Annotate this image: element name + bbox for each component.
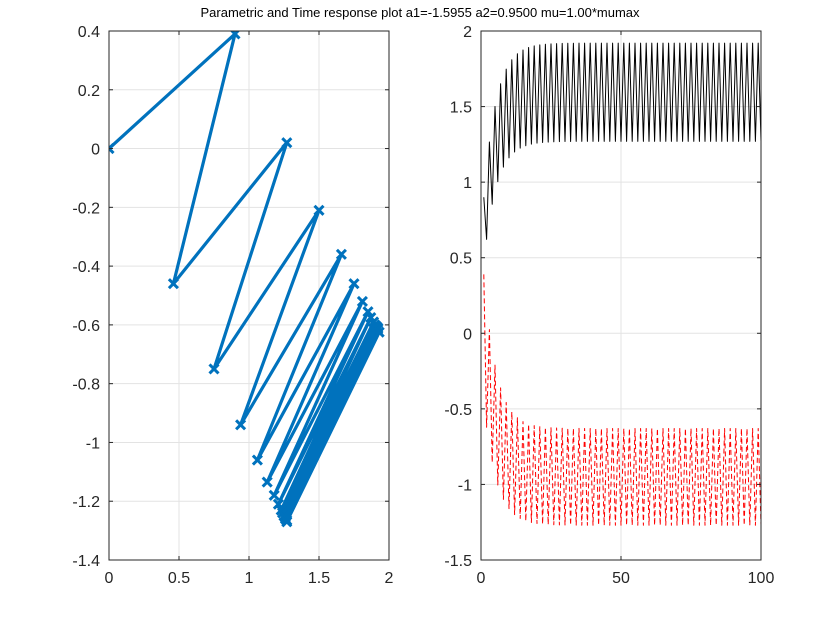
- y-tick-label: 0.4: [78, 24, 100, 41]
- series-line-2: [483, 274, 761, 526]
- data-point-marker: [356, 295, 368, 307]
- y-tick-label: 1: [463, 175, 472, 192]
- y-tick-label: -0.5: [444, 402, 472, 419]
- y-tick-label: 0: [91, 142, 100, 159]
- y-tick-label: -1.2: [72, 494, 100, 511]
- x-tick-label: 100: [748, 570, 775, 587]
- data-point-marker: [167, 278, 179, 290]
- data-point-marker: [272, 498, 284, 510]
- y-tick-label: -0.6: [72, 318, 100, 335]
- data-point-marker: [348, 278, 360, 290]
- series-line-1: [483, 42, 761, 240]
- x-tick-label: 1: [245, 570, 254, 587]
- data-point-marker: [251, 454, 263, 466]
- data-point-marker: [109, 142, 115, 155]
- x-tick-label: 0: [105, 570, 114, 587]
- data-point-marker: [313, 204, 325, 216]
- y-tick-label: 0.2: [78, 83, 100, 100]
- y-tick-label: -1: [86, 435, 100, 452]
- data-point-marker: [208, 363, 220, 375]
- x-tick-label: 1.5: [308, 570, 330, 587]
- y-tick-label: -0.4: [72, 259, 100, 276]
- y-tick-label: -0.8: [72, 377, 100, 394]
- data-point-marker: [281, 137, 293, 149]
- y-tick-label: 1.5: [450, 100, 472, 117]
- data-point-marker: [229, 31, 241, 40]
- series-layer: [109, 31, 385, 528]
- data-point-marker: [235, 419, 247, 431]
- time-response-plot: 0 50 100 -1.5 -1 -0.5 0 0.5 1 1.5 2: [444, 24, 774, 587]
- x-tick-label: 50: [612, 570, 630, 587]
- x-tick-label: 2: [385, 570, 394, 587]
- y-tick-label: -0.2: [72, 200, 100, 217]
- x-tick-label: 0: [477, 570, 486, 587]
- data-point-marker: [362, 306, 374, 318]
- y-tick-label: 0.5: [450, 251, 472, 268]
- figure-title: Parametric and Time response plot a1=-1.…: [200, 5, 640, 20]
- data-point-marker: [261, 476, 273, 488]
- data-point-marker: [335, 248, 347, 260]
- x-tick-label: 0.5: [168, 570, 190, 587]
- data-point-marker: [268, 489, 280, 501]
- y-tick-label: -1.4: [72, 553, 100, 570]
- series-layer: [483, 42, 761, 526]
- parametric-plot: 0 0.5 1 1.5 2 -1.4 -1.2 -1 -0.8 -0.6 -0.4 -0.2 0 0.2 0…: [72, 24, 393, 587]
- y-tick-label: -1.5: [444, 553, 472, 570]
- data-point-marker: [281, 516, 293, 528]
- y-tick-label: 0: [463, 326, 472, 343]
- data-point-marker: [373, 326, 385, 338]
- y-tick-label: -1: [458, 477, 472, 494]
- y-tick-label: 2: [463, 24, 472, 41]
